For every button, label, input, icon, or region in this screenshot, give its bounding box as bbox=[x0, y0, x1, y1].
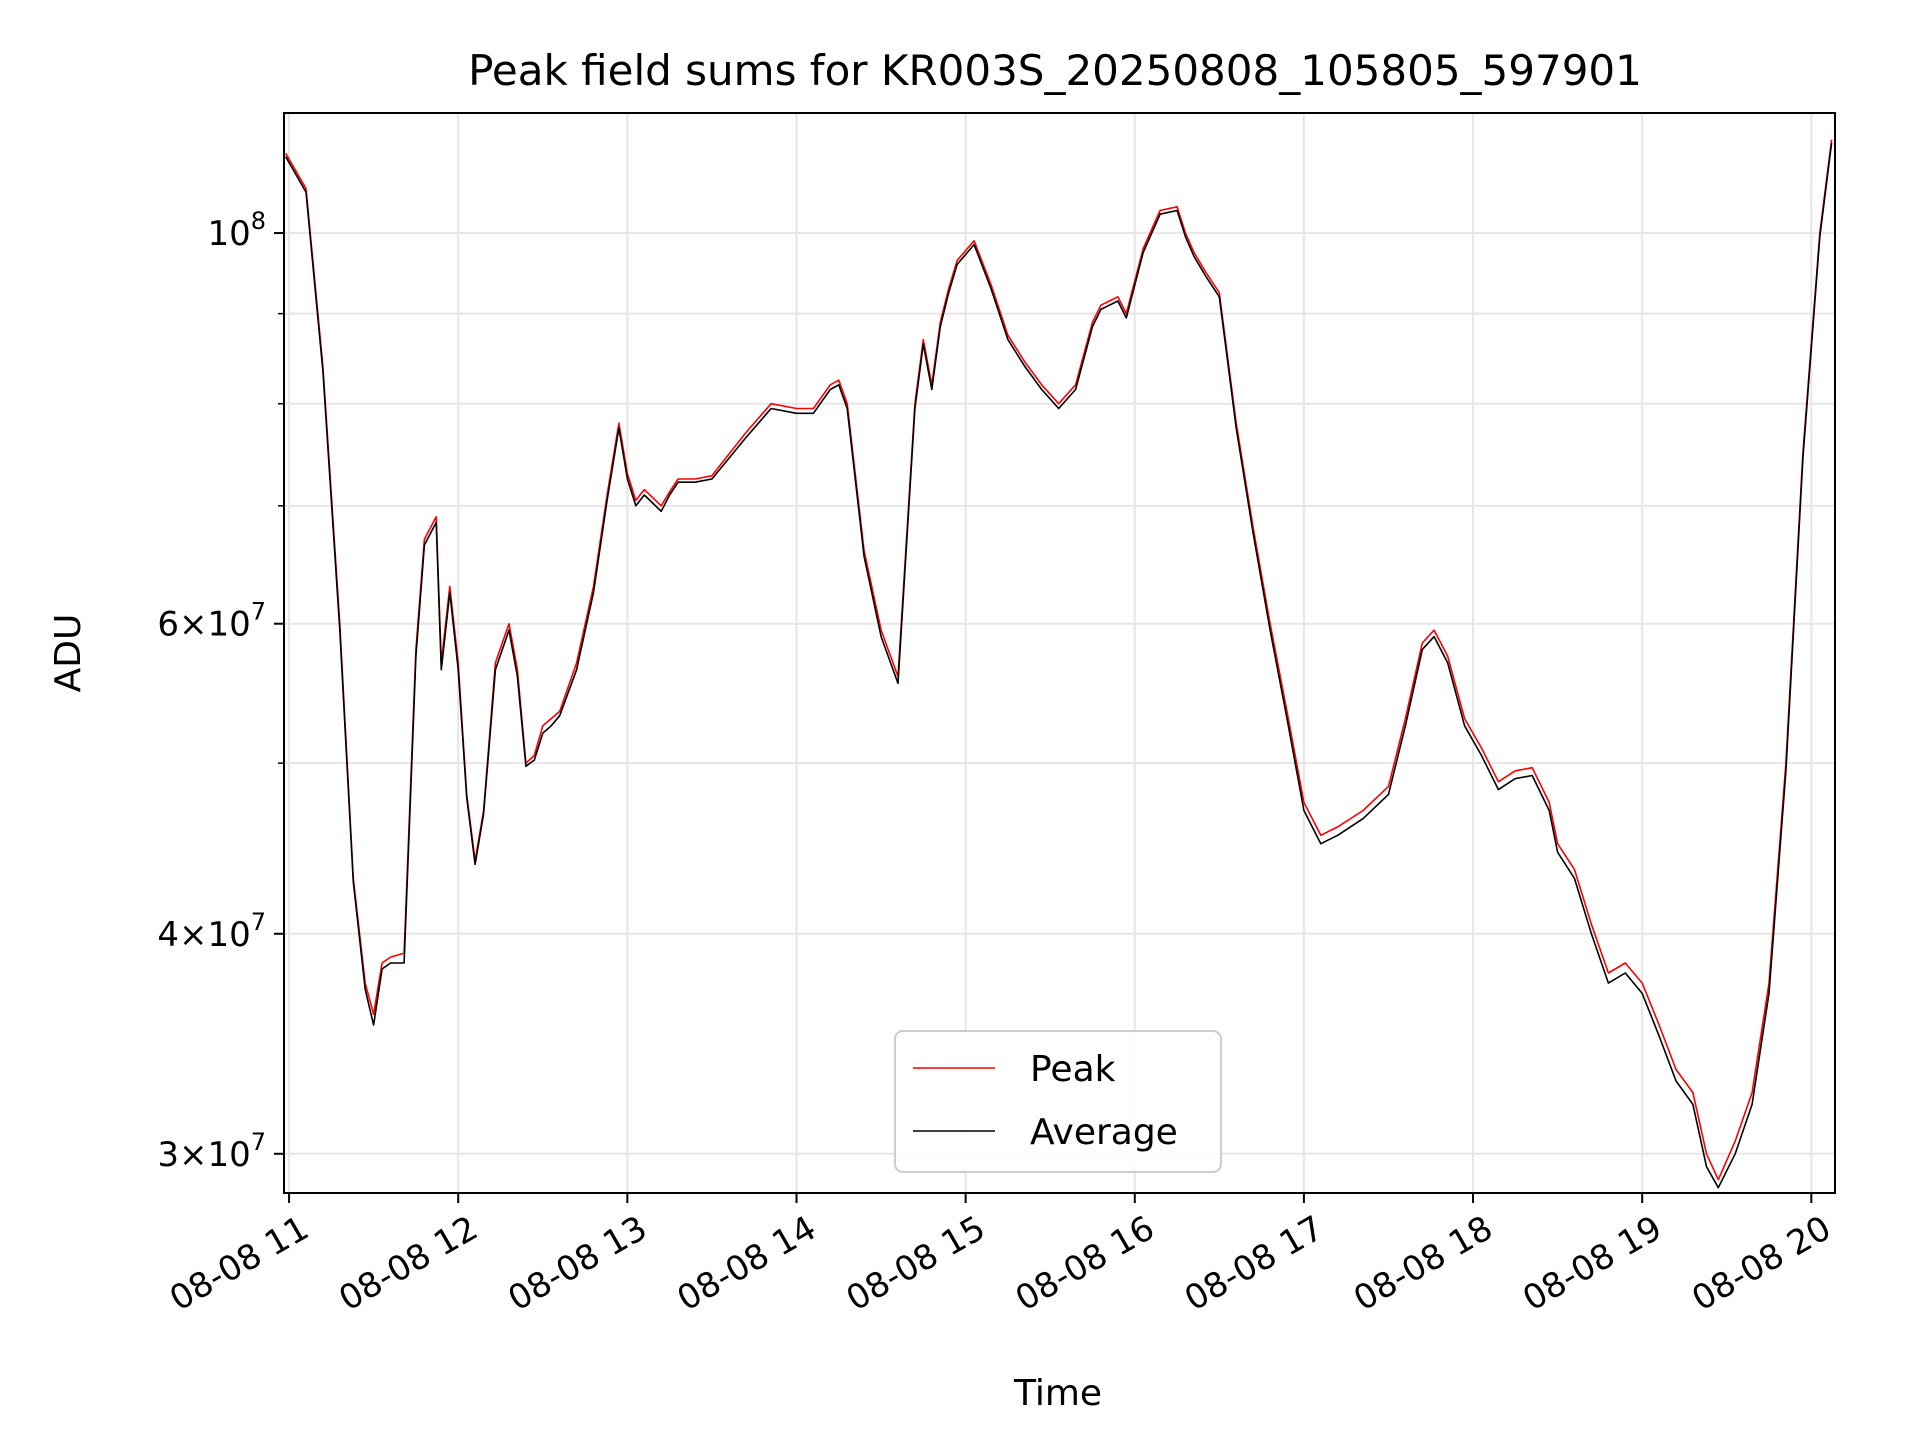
y-tick-label: 108 bbox=[207, 207, 266, 254]
series-lines bbox=[285, 139, 1833, 1189]
y-tick-label: 4×107 bbox=[157, 908, 266, 955]
plot-frame bbox=[283, 112, 1836, 1194]
y-tick-label: 6×107 bbox=[157, 598, 266, 645]
legend-peak-label: Peak bbox=[1030, 1049, 1116, 1090]
series-line-average bbox=[285, 142, 1833, 1189]
legend-average-label: Average bbox=[1030, 1112, 1178, 1153]
legend-box bbox=[894, 1030, 1222, 1173]
y-axis-label: ADU bbox=[48, 614, 89, 693]
legend: Peak Average bbox=[894, 1030, 1222, 1173]
x-axis-label: Time bbox=[1013, 1373, 1102, 1414]
chart-title: Peak field sums for KR003S_20250808_1058… bbox=[468, 46, 1642, 95]
y-tick-label: 3×107 bbox=[157, 1128, 266, 1175]
